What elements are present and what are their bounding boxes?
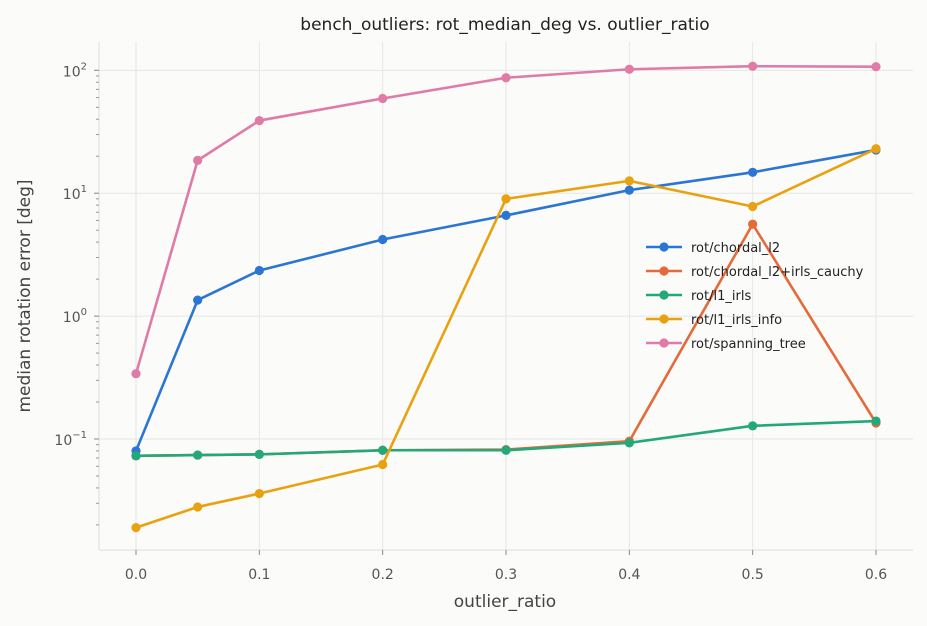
legend-label: rot/chordal_l2 bbox=[691, 241, 780, 256]
legend-swatch-marker bbox=[659, 242, 669, 252]
data-point bbox=[748, 167, 758, 177]
series-line bbox=[134, 148, 877, 452]
data-point bbox=[378, 234, 388, 245]
data-point bbox=[748, 421, 758, 431]
legend-label: rot/l1_irls_info bbox=[691, 313, 782, 328]
x-tick-label: 0.1 bbox=[248, 567, 270, 583]
series-layer bbox=[131, 61, 881, 533]
data-point bbox=[378, 93, 388, 104]
chart-title: bench_outliers: rot_median_deg vs. outli… bbox=[300, 15, 709, 35]
series-line bbox=[135, 419, 877, 458]
data-point bbox=[131, 451, 141, 461]
data-point bbox=[193, 295, 203, 305]
data-point bbox=[254, 488, 264, 499]
x-tick-label: 0.0 bbox=[125, 567, 147, 583]
data-point bbox=[193, 155, 203, 165]
grid bbox=[99, 42, 913, 550]
x-tick-label: 0.3 bbox=[495, 567, 517, 583]
data-point bbox=[193, 502, 203, 512]
data-point bbox=[748, 201, 758, 212]
data-point bbox=[378, 445, 388, 455]
data-point bbox=[131, 523, 141, 533]
x-axis-label: outlier_ratio bbox=[454, 592, 556, 612]
x-tick-label: 0.2 bbox=[372, 567, 394, 583]
legend-swatch-marker bbox=[659, 290, 669, 300]
x-tick-label: 0.4 bbox=[618, 567, 640, 583]
data-point bbox=[501, 445, 511, 455]
data-point bbox=[193, 450, 203, 460]
data-point bbox=[254, 449, 264, 459]
x-tick-label: 0.6 bbox=[865, 567, 887, 583]
data-point bbox=[624, 64, 634, 74]
x-tick-label: 0.5 bbox=[742, 567, 764, 583]
data-point bbox=[131, 369, 141, 379]
legend-swatch-marker bbox=[659, 266, 669, 276]
series-line bbox=[134, 64, 877, 375]
legend-label: rot/chordal_l2+irls_cauchy bbox=[691, 265, 864, 280]
series-rot-l1-irls bbox=[131, 416, 881, 461]
x-ticks: 0.0 0.1 0.2 0.3 0.4 0.5 0.6 bbox=[125, 550, 887, 583]
data-point bbox=[748, 219, 758, 229]
legend-item: rot/l1_irls_info bbox=[646, 313, 782, 328]
legend-swatch-marker bbox=[659, 338, 669, 348]
legend-swatch-marker bbox=[659, 314, 669, 324]
y-ticks: 10−1 100 101 102 bbox=[54, 61, 99, 526]
series-rot-l1-irls-info bbox=[131, 144, 881, 533]
data-point bbox=[624, 185, 634, 195]
data-point bbox=[871, 416, 881, 426]
data-point bbox=[748, 61, 758, 71]
legend-item: rot/spanning_tree bbox=[646, 337, 806, 352]
y-tick-label: 100 bbox=[63, 307, 87, 326]
legend-item: rot/l1_irls bbox=[646, 289, 751, 304]
legend-item: rot/chordal_l2+irls_cauchy bbox=[646, 265, 864, 280]
data-point bbox=[254, 115, 264, 126]
data-point bbox=[254, 265, 264, 276]
data-point bbox=[501, 210, 511, 220]
legend-label: rot/l1_irls bbox=[691, 289, 751, 304]
y-axis-label: median rotation error [deg] bbox=[15, 179, 35, 412]
data-point bbox=[624, 176, 634, 186]
series-line bbox=[135, 147, 877, 529]
data-point bbox=[378, 459, 388, 470]
legend-label: rot/spanning_tree bbox=[691, 337, 806, 352]
y-tick-label: 101 bbox=[63, 184, 87, 203]
data-point bbox=[871, 62, 881, 72]
y-tick-label: 102 bbox=[63, 61, 87, 80]
series-rot-spanning-tree bbox=[131, 61, 881, 379]
legend-item: rot/chordal_l2 bbox=[646, 241, 780, 256]
data-point bbox=[501, 194, 511, 204]
data-point bbox=[624, 438, 634, 448]
y-tick-label: 10−1 bbox=[54, 430, 87, 449]
legend: rot/chordal_l2 rot/chordal_l2+irls_cauchy… bbox=[646, 241, 864, 352]
data-point bbox=[871, 144, 881, 154]
data-point bbox=[501, 73, 511, 83]
